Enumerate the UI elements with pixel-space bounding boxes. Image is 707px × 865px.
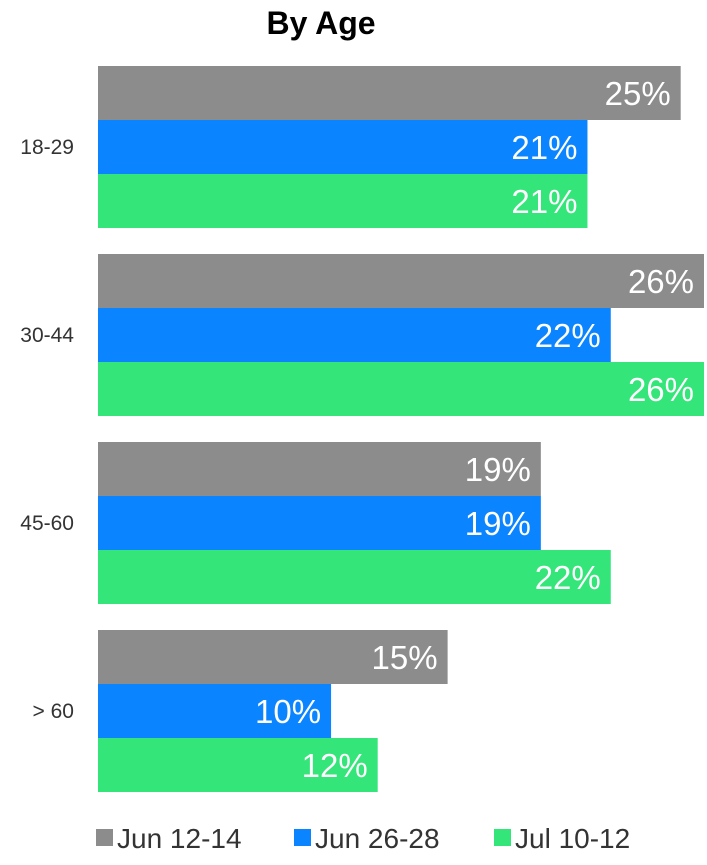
bar-30-44-jun-26-28: [98, 308, 611, 362]
bar-60-jul-10-12: [98, 738, 378, 792]
bar-18-29-jul-10-12: [98, 174, 588, 228]
legend: Jun 12-14 Jun 26-28 Jul 10-12: [96, 823, 630, 854]
legend-swatch-jun-12-14: [96, 829, 113, 846]
category-label-18-29: 18-29: [20, 136, 74, 159]
chart-title: By Age: [266, 5, 375, 41]
category-label-45-60: 45-60: [20, 512, 74, 535]
legend-label-jun-12-14: Jun 12-14: [117, 823, 242, 854]
legend-label-jun-26-28: Jun 26-28: [315, 823, 440, 854]
legend-label-jul-10-12: Jul 10-12: [515, 823, 630, 854]
data-label-60-jun-26-28: 10%: [255, 693, 321, 730]
data-label-60-jun-12-14: 15%: [372, 639, 438, 676]
bar-18-29-jun-12-14: [98, 66, 681, 120]
legend-swatch-jul-10-12: [494, 829, 511, 846]
data-label-18-29-jul-10-12: 21%: [511, 183, 577, 220]
bar-18-29-jun-26-28: [98, 120, 588, 174]
data-label-18-29-jun-12-14: 25%: [605, 75, 671, 112]
legend-swatch-jun-26-28: [294, 829, 311, 846]
bar-60-jun-26-28: [98, 684, 332, 738]
data-label-45-60-jun-12-14: 19%: [465, 451, 531, 488]
bar-30-44-jun-12-14: [98, 254, 704, 308]
bar-45-60-jul-10-12: [98, 550, 611, 604]
data-label-60-jul-10-12: 12%: [302, 747, 368, 784]
bar-30-44-jul-10-12: [98, 362, 704, 416]
data-label-18-29-jun-26-28: 21%: [511, 129, 577, 166]
bar-45-60-jun-12-14: [98, 442, 541, 496]
data-label-30-44-jul-10-12: 26%: [628, 371, 694, 408]
bar-45-60-jun-26-28: [98, 496, 541, 550]
data-label-30-44-jun-26-28: 22%: [535, 317, 601, 354]
category-label-30-44: 30-44: [20, 324, 74, 347]
bar-60-jun-12-14: [98, 630, 448, 684]
data-label-45-60-jul-10-12: 22%: [535, 559, 601, 596]
data-label-45-60-jun-26-28: 19%: [465, 505, 531, 542]
bars-layer: 25%21%21%18-2926%22%26%30-4419%19%22%45-…: [20, 66, 704, 792]
category-label-60: > 60: [33, 700, 74, 723]
data-label-30-44-jun-12-14: 26%: [628, 263, 694, 300]
